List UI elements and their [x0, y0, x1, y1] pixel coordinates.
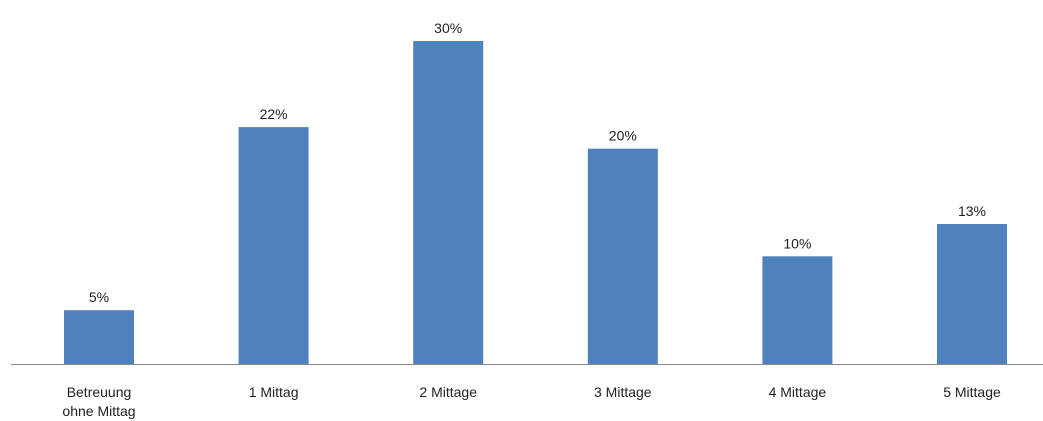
category-tick-label: ohne Mittag [62, 403, 135, 419]
bar [64, 310, 134, 364]
value-labels-group: 5% 22% 30% 20% 10% 13% [89, 20, 986, 305]
bar-value-label: 5% [89, 289, 109, 305]
bar-value-label: 13% [958, 203, 986, 219]
category-tick-label: 4 Mittage [769, 384, 827, 400]
bar [413, 41, 484, 364]
category-labels-group: Betreuung ohne Mittag 1 Mittag 2 Mittage 3 M… [62, 384, 1001, 419]
bar [587, 148, 658, 364]
bar [937, 224, 1007, 364]
category-tick-label: Betreuung [67, 384, 132, 400]
category-tick-label: 2 Mittage [419, 384, 477, 400]
bar-value-label: 20% [609, 128, 637, 144]
category-tick-label: 3 Mittage [594, 384, 652, 400]
category-tick-label: 5 Mittage [943, 384, 1001, 400]
bar-value-label: 10% [783, 235, 811, 251]
category-tick-label: 1 Mittag [249, 384, 299, 400]
bar-value-label: 22% [260, 106, 288, 122]
bar [238, 127, 309, 364]
bar-value-label: 30% [434, 20, 462, 36]
bars-group [64, 41, 1007, 364]
bar [762, 256, 833, 364]
